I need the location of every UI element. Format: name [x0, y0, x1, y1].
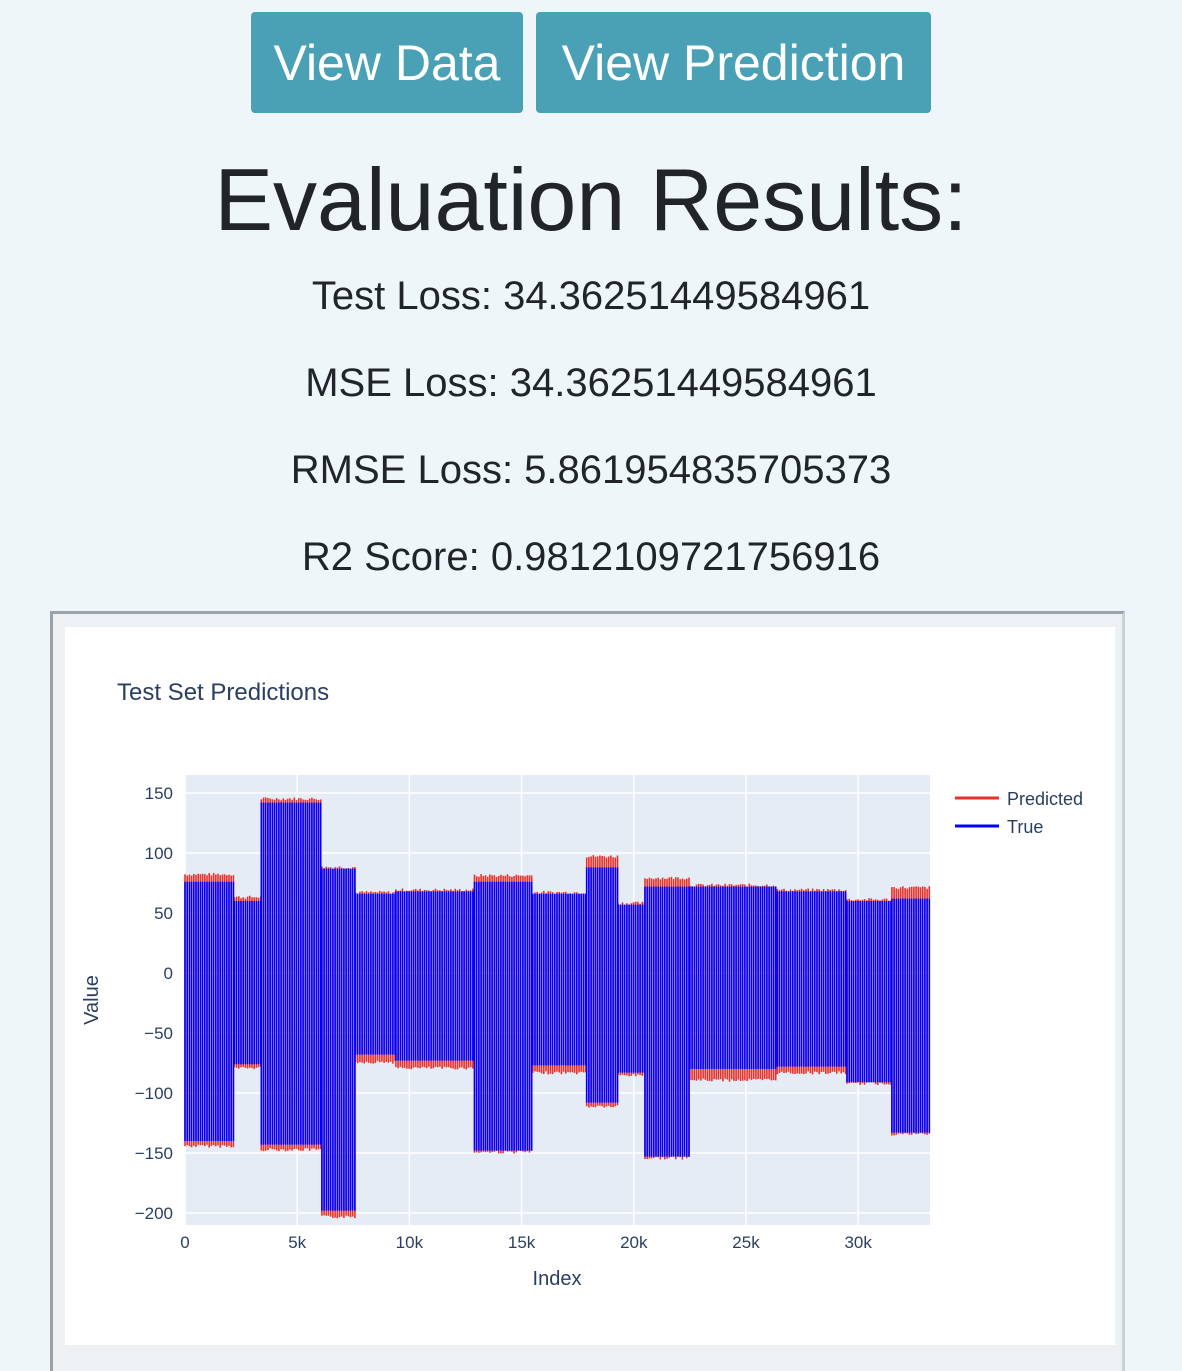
- x-axis-label: Index: [533, 1268, 582, 1290]
- metric-r2-score: R2 Score: 0.9812109721756916: [301, 535, 881, 579]
- view-data-button[interactable]: View Data: [251, 12, 523, 113]
- y-axis-label: Value: [81, 975, 103, 1025]
- y-tick-label: −100: [135, 1084, 173, 1103]
- x-tick-label: 5k: [288, 1233, 306, 1252]
- plot-card[interactable]: Test Set Predictions 150 100 50 0 −50 −100 −15…: [65, 627, 1115, 1345]
- x-tick-label: 10k: [396, 1233, 424, 1252]
- legend-item-predicted[interactable]: Predicted: [955, 789, 1083, 809]
- y-tick-label: 150: [145, 784, 173, 803]
- x-tick-label: 20k: [620, 1233, 648, 1252]
- metric-mse-loss: MSE Loss: 34.36251449584961: [305, 361, 877, 405]
- y-tick-label: 100: [145, 844, 173, 863]
- y-tick-label: −50: [144, 1024, 173, 1043]
- metric-rmse-loss: RMSE Loss: 5.861954835705373: [290, 448, 892, 492]
- y-tick-label: −200: [135, 1204, 173, 1223]
- series-true: [184, 802, 931, 1211]
- series-line-true: [184, 802, 931, 1211]
- data-series: [184, 797, 931, 1219]
- legend[interactable]: Predicted True: [955, 789, 1083, 837]
- page-title: Evaluation Results:: [214, 150, 968, 249]
- legend-label-true: True: [1007, 817, 1043, 837]
- axis-ticks: 150 100 50 0 −50 −100 −150 −200 0 5k 10k 15k 20k 25k 3…: [135, 784, 873, 1252]
- prediction-chart[interactable]: Test Set Predictions 150 100 50 0 −50 −100 −15…: [65, 627, 1115, 1345]
- y-tick-label: −150: [135, 1144, 173, 1163]
- x-tick-label: 25k: [732, 1233, 760, 1252]
- metric-test-loss: Test Loss: 34.36251449584961: [311, 274, 871, 318]
- x-tick-label: 15k: [508, 1233, 536, 1252]
- legend-label-predicted: Predicted: [1007, 789, 1083, 809]
- view-prediction-button[interactable]: View Prediction: [536, 12, 931, 113]
- x-tick-label: 30k: [844, 1233, 872, 1252]
- y-tick-label: 50: [154, 904, 173, 923]
- x-tick-label: 0: [180, 1233, 189, 1252]
- chart-title: Test Set Predictions: [117, 679, 329, 706]
- top-nav: View Data View Prediction: [0, 12, 1182, 113]
- legend-item-true[interactable]: True: [955, 817, 1043, 837]
- y-tick-label: 0: [164, 964, 173, 983]
